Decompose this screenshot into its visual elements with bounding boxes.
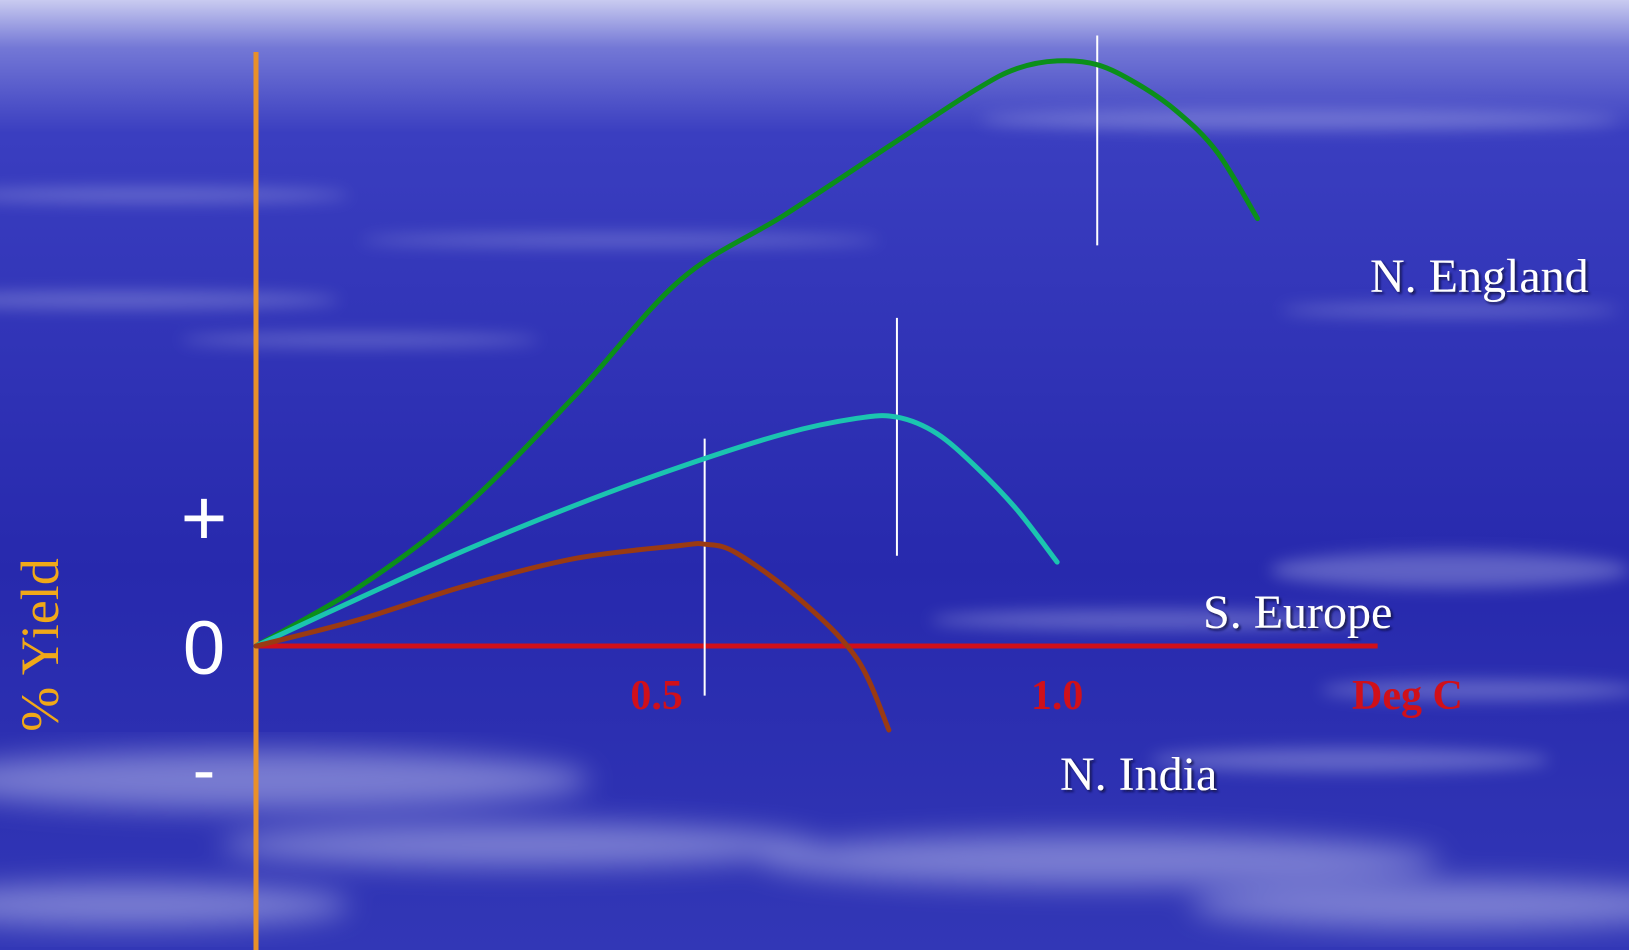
y-axis-label: % Yield xyxy=(10,558,70,731)
x-tick-label: 1.0 xyxy=(1031,673,1084,719)
x-tick-label: 0.5 xyxy=(630,673,683,719)
y-tick-label: 0 xyxy=(183,606,225,691)
series-line-n-england xyxy=(253,58,1260,649)
y-tick-label: - xyxy=(193,732,216,808)
axes: 0.5 1.0 +0 - xyxy=(181,52,1378,950)
series-label-n-england: N. England xyxy=(1370,250,1589,303)
peak-markers xyxy=(703,35,1099,696)
series-lines xyxy=(253,58,1260,733)
y-tick-label: + xyxy=(181,473,228,562)
series-label-n-india: N. India xyxy=(1060,748,1217,801)
series-label-s-europe: S. Europe xyxy=(1203,586,1392,639)
series-line-n-india xyxy=(253,540,892,733)
series-line-s-europe xyxy=(253,413,1060,649)
x-axis-label: Deg C xyxy=(1352,673,1463,719)
chart-labels: % Yield Deg C N. England S. Europe N. Indi… xyxy=(10,250,1589,801)
